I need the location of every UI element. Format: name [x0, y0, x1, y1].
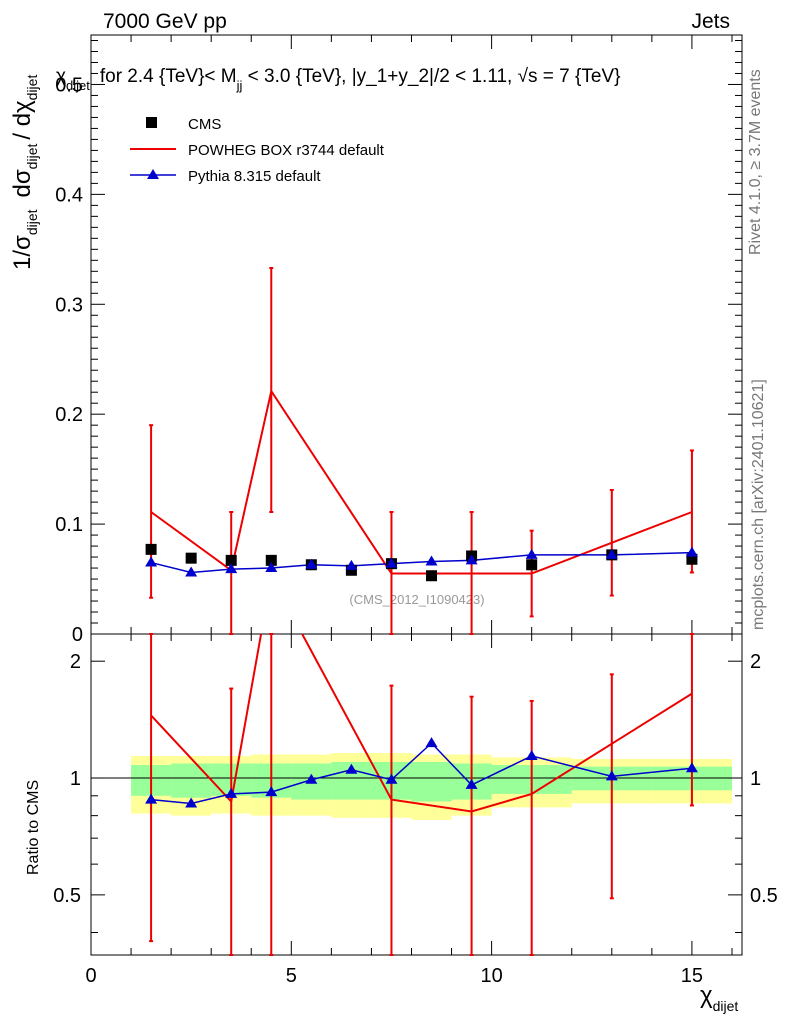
legend-cms-marker — [146, 117, 157, 128]
legend-pythia-label: Pythia 8.315 default — [188, 168, 321, 185]
powheg-main-line — [150, 388, 693, 575]
cms-data-point — [426, 570, 438, 582]
pythia-main-point — [345, 559, 358, 570]
cms-data-point — [225, 554, 237, 566]
axes: 0 5 10 15 0 0.1 0.2 0.3 0.4 0.5 0.5 0.5 1 1 2 2 — [53, 34, 778, 987]
ratio-y-tick-label-right: 1 — [750, 768, 761, 790]
legend: CMS POWHEG BOX r3744 default Pythia 8.31… — [130, 116, 385, 185]
main-y-tick-label: 0.3 — [55, 294, 83, 316]
ylab-part-b-sub: dijet — [24, 144, 40, 170]
pythia-main-line — [150, 551, 692, 574]
green-band-bin — [411, 761, 452, 802]
pythia-ratio-point — [525, 749, 538, 760]
ylab-part-c-sub: dijet — [24, 75, 40, 101]
ratio-uncertainty-bands — [131, 753, 732, 820]
pythia-main-point — [685, 546, 698, 557]
legend-pythia-marker — [147, 169, 159, 179]
x-tick-label: 0 — [85, 965, 96, 987]
ylab-part-a-sub: dijet — [24, 209, 40, 235]
pythia-main-point — [185, 566, 198, 577]
pythia-ratio-point — [265, 786, 278, 797]
x-tick-label: 10 — [480, 965, 502, 987]
ratio-y-tick-label-right: 2 — [750, 651, 761, 673]
pythia-ratio-point — [225, 787, 238, 798]
ratio-y-tick-label-left: 1 — [70, 768, 81, 790]
legend-powheg-label: POWHEG BOX r3744 default — [188, 142, 385, 159]
cms-data-point — [526, 559, 538, 571]
mcplots-label: mcplots.cern.ch [arXiv:2401.10621] — [750, 379, 767, 630]
pythia-main-point — [225, 563, 238, 574]
x-tick-label: 5 — [286, 965, 297, 987]
chart-title: χdijet for 2.4 {TeV}< Mjj < 3.0 {TeV}, |y… — [56, 66, 620, 93]
pythia-main-point — [305, 558, 318, 569]
xlab-sub: dijet — [713, 998, 739, 1014]
pythia-main-point — [605, 548, 618, 559]
x-tick-label: 15 — [681, 965, 703, 987]
pythia-ratio-point — [605, 770, 618, 781]
pythia-main-point — [425, 555, 438, 566]
pythia-main-point — [465, 554, 478, 565]
cms-data-point — [145, 543, 157, 555]
pythia-ratio-point — [145, 793, 158, 804]
ylab-part-c: / dχ — [9, 100, 36, 140]
pythia-ratio-point — [185, 797, 198, 808]
pythia-main-point — [385, 557, 398, 568]
title-prefix: χ — [56, 66, 66, 87]
main-y-tick-label: 0 — [72, 624, 83, 646]
pythia-ratio-point — [305, 773, 318, 784]
header-right: Jets — [691, 10, 730, 33]
pythia-main-point — [145, 556, 158, 567]
cms-data-point — [265, 554, 277, 566]
main-y-tick-label: 0.2 — [55, 404, 83, 426]
pythia-main-point — [265, 562, 278, 573]
pythia-main-point — [525, 548, 538, 559]
ratio-y-label: Ratio to CMS — [25, 780, 42, 875]
title-prefix-sub: dijet — [66, 78, 90, 93]
ratio-y-tick-label-right: 0.5 — [750, 885, 778, 907]
main-y-label: 1/σdijetdσdijet/ dχdijet — [9, 75, 40, 270]
rivet-label: Rivet 4.1.0, ≥ 3.7M events — [747, 69, 764, 255]
pythia-ratio-point — [425, 737, 438, 748]
ylab-part-b: dσ — [9, 169, 36, 197]
ratio-y-tick-label-left: 0.5 — [53, 885, 81, 907]
xlab-main: χ — [700, 982, 713, 1009]
title-a: for 2.4 {TeV}< M — [100, 66, 237, 87]
title-a-sub: jj — [236, 78, 243, 93]
legend-cms-label: CMS — [188, 116, 221, 133]
pythia-ratio-line — [151, 742, 692, 805]
pythia-ratio-point — [385, 773, 398, 784]
x-axis-label: χdijet — [700, 982, 738, 1014]
ratio-y-tick-label-left: 2 — [70, 651, 81, 673]
chart-marks — [145, 267, 698, 956]
pythia-ratio-point — [465, 778, 478, 789]
analysis-watermark: (CMS_2012_I1090423) — [349, 592, 484, 607]
title-b: < 3.0 {TeV}, |y_1+y_2|/2 < 1.11, √s = 7 … — [242, 66, 620, 87]
main-y-tick-label: 0.5 — [55, 74, 83, 96]
main-y-tick-label: 0.4 — [55, 184, 83, 206]
cms-data-point — [185, 552, 197, 564]
pythia-ratio-point — [685, 762, 698, 773]
header-left: 7000 GeV pp — [103, 10, 227, 33]
ylab-part-a: 1/σ — [9, 235, 36, 270]
cms-data-point — [345, 564, 357, 576]
pythia-ratio-point — [345, 763, 358, 774]
main-y-tick-label: 0.1 — [55, 514, 83, 536]
green-band-bin — [171, 763, 212, 798]
cms-data-point — [686, 553, 698, 565]
ratio-frame — [90, 633, 743, 956]
